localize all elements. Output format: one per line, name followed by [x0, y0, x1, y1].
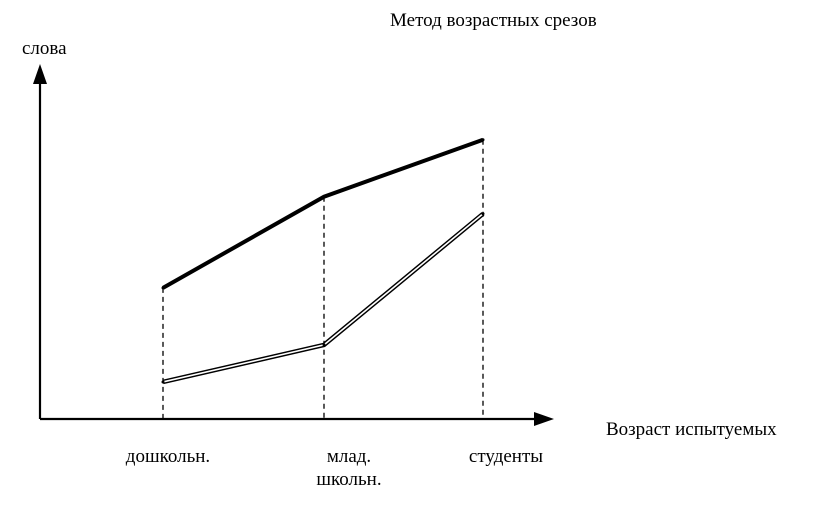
x-tick-label-line: студенты [468, 446, 544, 467]
series-0-point-2 [481, 138, 485, 142]
x-tick-label-line: дошкольн. [125, 446, 211, 467]
series-0-line [162, 137, 484, 290]
x-tick-label-line: млад. [326, 446, 372, 467]
y-axis-label: слова [22, 38, 67, 59]
x-tick-label-students: студенты [446, 445, 566, 468]
series-0-point-0 [161, 286, 165, 290]
chart-title: Метод возрастных срезов [390, 10, 597, 31]
series-1-point-2 [481, 212, 485, 216]
plot-area [161, 137, 485, 419]
series-1-point-1 [322, 343, 326, 347]
series-0-point-1 [322, 195, 326, 199]
series-1-line-outer [162, 212, 485, 385]
series-1-point-0 [161, 380, 165, 384]
series-1-line-inner [162, 213, 484, 383]
x-tick-label-line: школьн. [316, 469, 382, 490]
y-axis-arrow [33, 64, 47, 84]
x-axis-arrow [534, 412, 554, 426]
x-axis-label: Возраст испытуемых [606, 419, 777, 440]
x-tick-label-preschool: дошкольн. [108, 445, 228, 468]
x-tick-label-junior-school: млад. школьн. [293, 445, 405, 491]
